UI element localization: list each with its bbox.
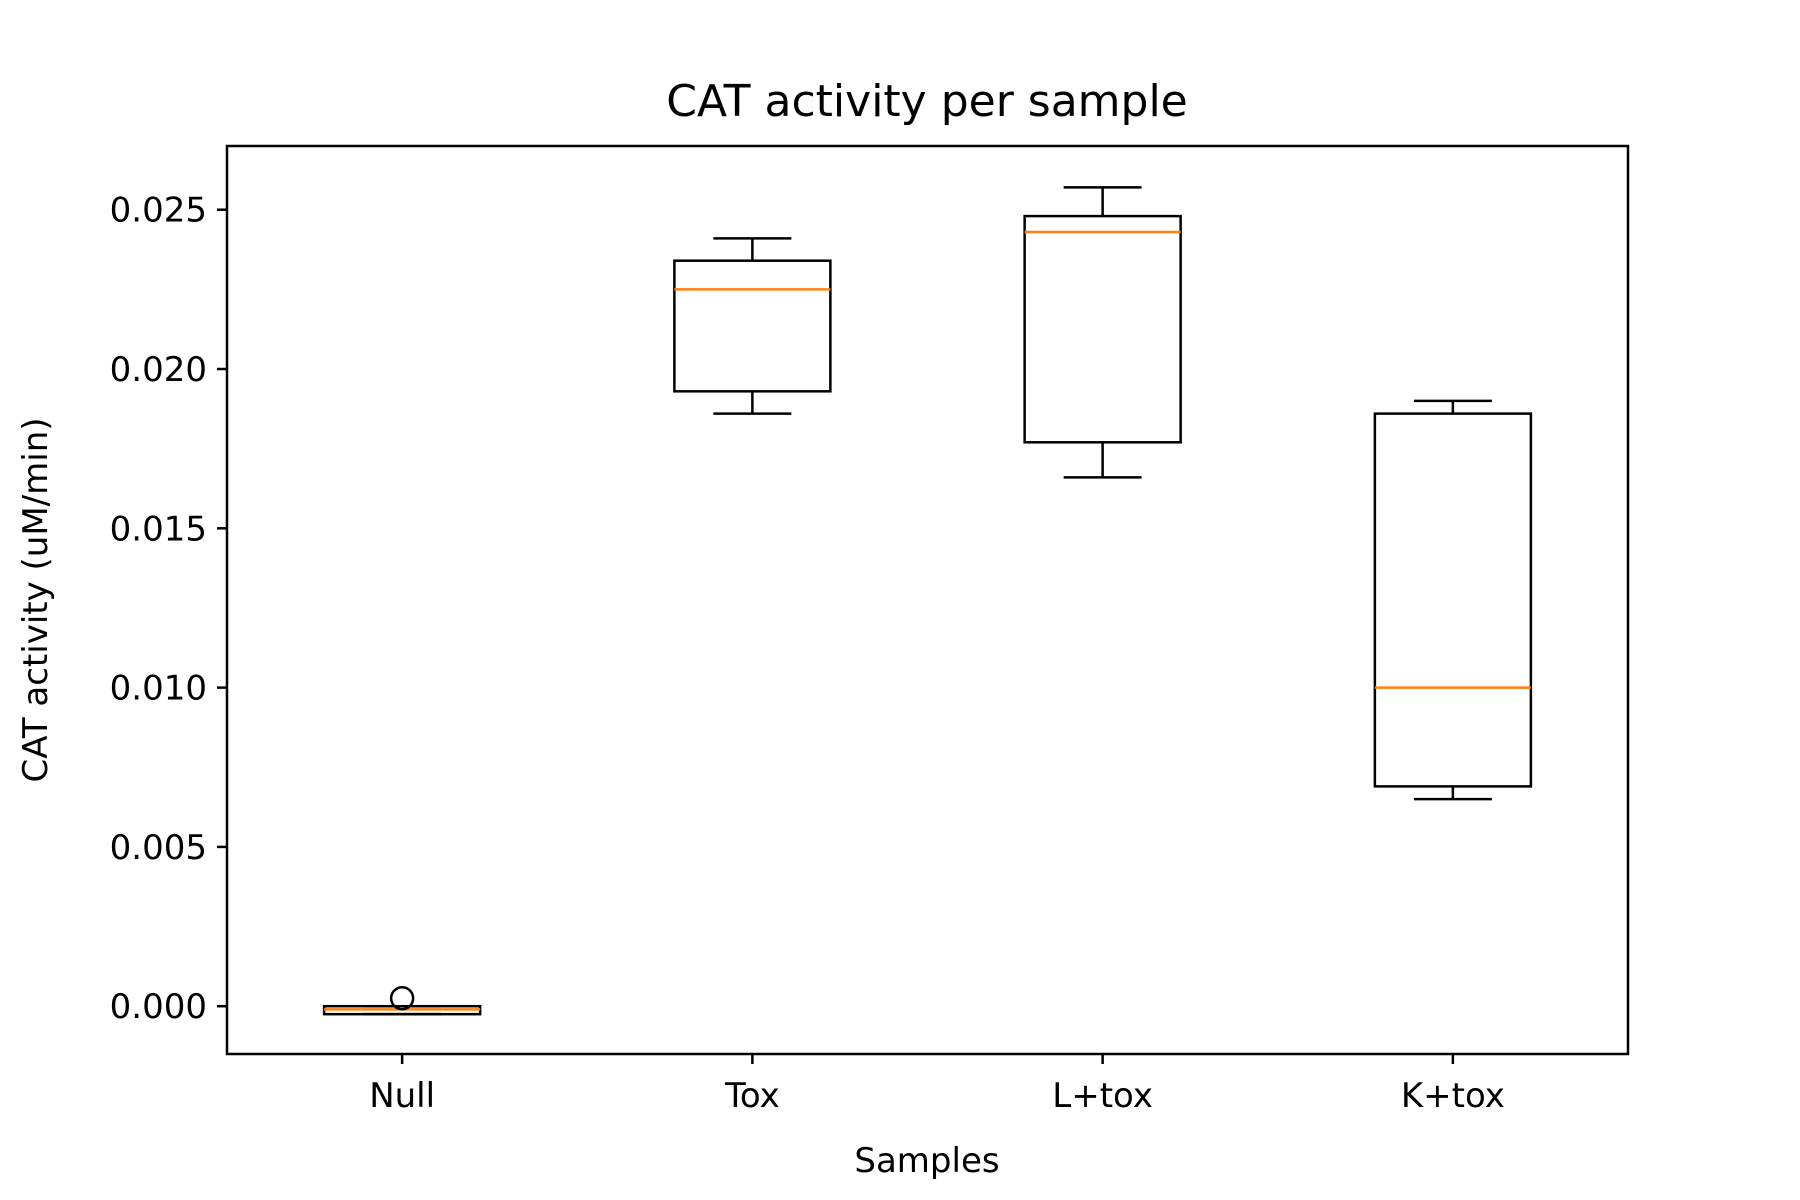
x-axis-label: Samples [854,1141,999,1181]
plot-area [322,186,1533,1016]
box-iqr [1023,214,1182,444]
box-k-tox [1373,399,1533,801]
chart-title: CAT activity per sample [666,76,1188,127]
y-tick-label: 0.010 [110,669,207,709]
box-iqr [1373,412,1533,788]
y-tick-label: 0.020 [110,350,207,390]
box-null [322,985,482,1016]
outlier-point [389,985,415,1011]
y-tick-label: 0.005 [110,828,207,868]
x-tick-label: K+tox [1401,1076,1505,1116]
x-axis: Null Tox L+tox K+tox [369,1054,1505,1116]
y-tick-label: 0.025 [110,191,207,231]
box-iqr [673,259,832,393]
box-l-tox [1023,186,1182,479]
x-tick-label: Null [369,1076,435,1116]
x-tick-label: Tox [724,1076,780,1116]
x-tick-label: L+tox [1052,1076,1153,1116]
y-axis: 0.000 0.005 0.010 0.015 0.020 0.025 [110,191,227,1027]
box-tox [673,237,832,415]
plot-frame [225,144,1630,1056]
y-axis-label: CAT activity (uM/min) [16,417,56,782]
y-tick-label: 0.000 [110,987,207,1027]
y-tick-label: 0.015 [110,509,207,549]
